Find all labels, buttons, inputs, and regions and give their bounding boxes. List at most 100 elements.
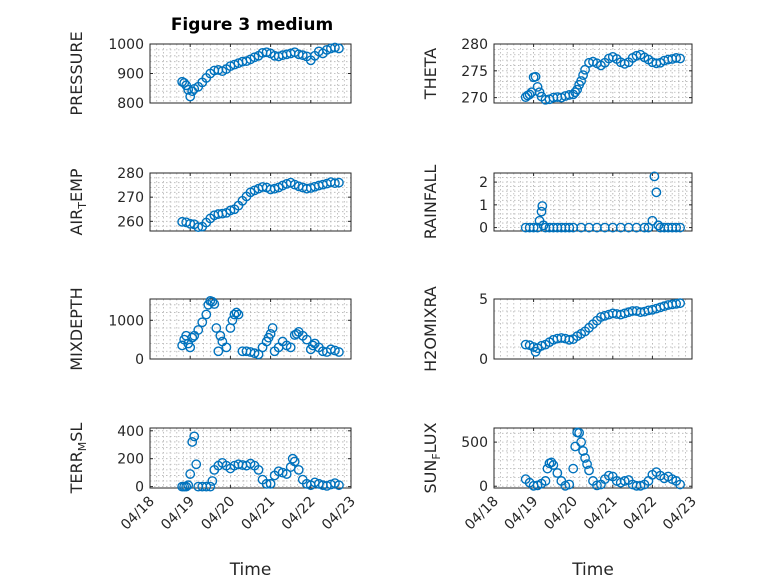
data-point [334, 177, 344, 188]
y-axis-label: RAINFALL [421, 165, 440, 240]
data-point [285, 342, 296, 353]
data-point [552, 468, 563, 478]
y-axis-label: MIXDEPTH [67, 287, 86, 370]
data-point [578, 70, 588, 81]
y-tick-label: 0 [135, 480, 144, 496]
data-point [215, 330, 226, 341]
data-point [181, 481, 192, 492]
data-point [584, 465, 594, 476]
data-point [207, 296, 218, 307]
data-point [675, 298, 686, 309]
data-point [191, 459, 202, 470]
data-point [540, 476, 551, 486]
y-tick-label: 0 [479, 352, 488, 368]
data-point [546, 457, 557, 468]
y-axis-label: THETA [421, 48, 440, 100]
data-point [675, 479, 686, 490]
axes-box [149, 298, 352, 360]
subplot-air-temp: 260 270 280 AIRTEMP [67, 166, 352, 236]
data-point [576, 76, 587, 86]
y-axis-label: AIRTEMP [67, 168, 89, 235]
data-point [528, 222, 539, 233]
data-point [564, 479, 575, 490]
data-point [265, 478, 276, 489]
data-point [217, 208, 228, 219]
data-point [653, 220, 664, 231]
data-point [675, 53, 686, 64]
data-point [213, 346, 224, 357]
y-tick-label: 270 [117, 190, 144, 206]
y-tick-label: 800 [117, 96, 144, 112]
data-point [187, 332, 198, 343]
subplot-h2omixra: 0 5 H2OMIXRA [421, 286, 693, 372]
y-tick-label: 270 [461, 91, 488, 107]
data-point [291, 328, 302, 339]
y-tick-label: 260 [117, 214, 144, 230]
data-point [265, 328, 276, 339]
data-point [564, 334, 575, 345]
y-tick-label: 5 [479, 292, 488, 308]
axes-box [149, 43, 352, 104]
axes-box [493, 172, 693, 232]
data-point [221, 342, 232, 353]
data-point [257, 342, 268, 353]
y-tick-label: 280 [461, 37, 488, 53]
data-point [671, 298, 682, 309]
data-point [229, 309, 240, 320]
data-point [564, 90, 575, 100]
data-point [564, 222, 575, 233]
data-point [197, 317, 208, 328]
data-point [207, 476, 218, 486]
data-point [536, 206, 547, 217]
axes-box [149, 427, 352, 489]
data-point [580, 453, 590, 463]
data-point [536, 340, 547, 351]
data-point [225, 205, 236, 216]
data-point [582, 459, 592, 470]
data-point [675, 222, 686, 233]
data-point [289, 456, 300, 467]
y-tick-label: 200 [117, 452, 144, 468]
data-point [201, 309, 212, 320]
data-point [603, 470, 614, 481]
data-point [576, 437, 587, 448]
data-point [619, 476, 630, 486]
data-point [297, 50, 308, 61]
y-tick-label: 0 [135, 352, 144, 368]
data-point [570, 87, 581, 98]
subplot-mixdepth: 0 1000 MIXDEPTH [67, 287, 352, 371]
data-point [277, 467, 288, 478]
y-axis-label: H2OMIXRA [421, 286, 440, 372]
y-tick-label: 1 [479, 198, 488, 214]
y-tick-label: 400 [117, 424, 144, 440]
data-point [651, 187, 662, 198]
data-point [524, 89, 535, 100]
x-tick-label: 04/18 [118, 494, 158, 534]
data-point [334, 347, 344, 357]
axes-box [493, 298, 693, 360]
data-point [267, 323, 278, 333]
data-point [592, 480, 602, 491]
data-point [330, 42, 340, 53]
y-axis-label: PRESSURE [67, 31, 86, 115]
data-point [578, 446, 588, 456]
data-point [334, 480, 344, 491]
data-point [671, 53, 682, 63]
subplot-pressure: 800 900 1000 PRESSURE [67, 31, 352, 116]
x-axis-label: Time [571, 560, 614, 580]
data-point [209, 299, 220, 309]
subplot-theta: 270 275 280 THETA [421, 37, 693, 107]
data-point [201, 481, 212, 492]
data-point [253, 464, 264, 475]
y-tick-label: 900 [117, 67, 144, 83]
data-point [185, 218, 196, 229]
y-axis-label: TERRMSL [67, 423, 89, 495]
data-point [537, 201, 548, 211]
data-point [261, 47, 272, 58]
axes-box [493, 43, 693, 104]
data-point [548, 460, 559, 470]
x-axis-label: Time [229, 560, 272, 580]
data-point [249, 348, 260, 359]
